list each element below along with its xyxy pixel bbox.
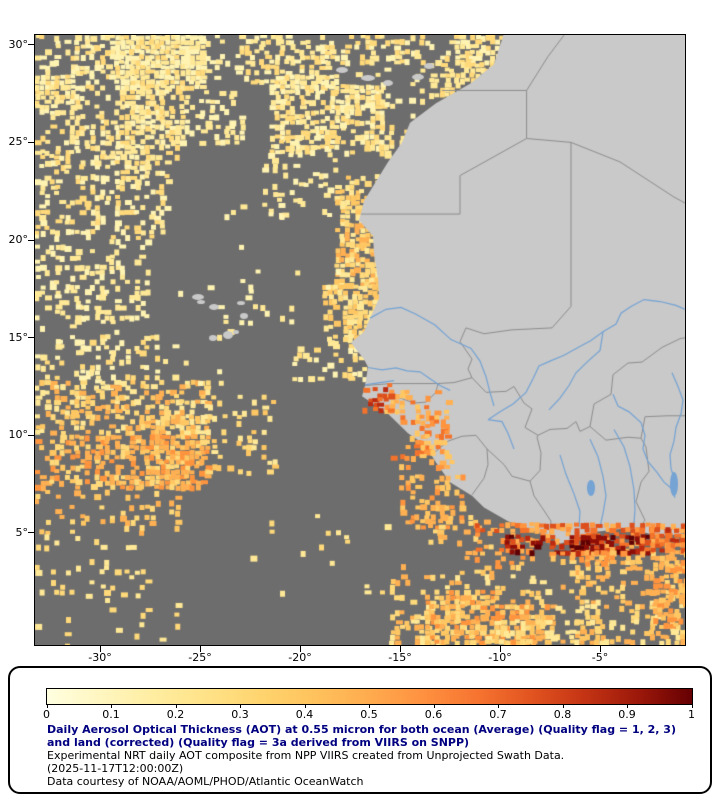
colorbar-tick-label: 0 xyxy=(43,708,50,721)
lon-tick-mark xyxy=(400,646,401,652)
lon-tick-label: -10° xyxy=(488,651,512,664)
lat-tick-mark xyxy=(28,434,34,436)
colorbar-tick-label: 0.3 xyxy=(231,708,249,721)
legend-credit: Data courtesy of NOAA/AOML/PHOD/Atlantic… xyxy=(47,775,364,788)
lat-tick-label: 25° xyxy=(8,135,29,149)
lat-tick-label: 5° xyxy=(15,525,29,539)
lon-tick-mark xyxy=(200,646,201,652)
lat-tick-mark xyxy=(28,44,34,46)
lon-tick-mark xyxy=(300,646,301,652)
colorbar-tick-mark xyxy=(691,704,693,708)
legend-timestamp: (2025-11-17T12:00:00Z) xyxy=(47,762,184,775)
lon-tick-mark xyxy=(100,646,101,652)
colorbar-tick-mark xyxy=(46,704,48,708)
colorbar-tick-mark xyxy=(433,704,435,708)
lat-tick-mark xyxy=(28,141,34,143)
lon-tick-label: -15° xyxy=(388,651,412,664)
colorbar-tick-label: 0.7 xyxy=(489,708,507,721)
colorbar-tick-mark xyxy=(369,704,370,708)
legend-subtitle: Experimental NRT daily AOT composite fro… xyxy=(47,749,565,762)
lat-tick-mark xyxy=(28,532,34,534)
legend-text-block: Daily Aerosol Optical Thickness (AOT) at… xyxy=(47,723,702,788)
lon-tick-label: -25° xyxy=(188,651,212,664)
colorbar-tick-mark xyxy=(111,704,112,708)
colorbar-tick-mark xyxy=(627,704,628,708)
colorbar-tick-mark xyxy=(240,704,241,708)
lat-tick-mark xyxy=(28,337,34,339)
lat-tick-mark xyxy=(28,239,34,241)
colorbar-tick-mark xyxy=(498,704,499,708)
lat-tick-label: 15° xyxy=(8,330,29,344)
legend-panel: 0 0.1 0.2 0.3 0.4 0.5 0.6 0.7 0.8 0.9 1 Daily Aero… xyxy=(8,666,712,794)
colorbar-tick-label: 0.8 xyxy=(553,708,572,721)
colorbar-tick-label: 0.1 xyxy=(102,708,120,721)
lon-tick-label: -5° xyxy=(591,651,609,664)
colorbar-tick-label: 1 xyxy=(688,708,695,721)
lon-tick-mark xyxy=(600,646,601,652)
aot-map-canvas xyxy=(35,35,685,645)
colorbar-tick-label: 0.2 xyxy=(166,708,185,721)
lon-tick-mark xyxy=(500,646,501,652)
colorbar-tick-label: 0.9 xyxy=(618,708,636,721)
lon-tick-label: -20° xyxy=(288,651,312,664)
colorbar-tick-mark xyxy=(175,704,177,708)
lat-tick-label: 30° xyxy=(8,37,29,51)
colorbar-tick-label: 0.5 xyxy=(360,708,378,721)
lat-tick-label: 10° xyxy=(8,428,29,442)
colorbar-tick-label: 0.6 xyxy=(424,708,443,721)
lat-tick-label: 20° xyxy=(8,233,29,247)
colorbar-tick-label: 0.4 xyxy=(295,708,314,721)
colorbar-gradient xyxy=(46,688,693,705)
colorbar-tick-mark xyxy=(304,704,306,708)
colorbar-tick-mark xyxy=(562,704,564,708)
legend-title: Daily Aerosol Optical Thickness (AOT) at… xyxy=(47,723,676,749)
lon-tick-label: -30° xyxy=(88,651,112,664)
